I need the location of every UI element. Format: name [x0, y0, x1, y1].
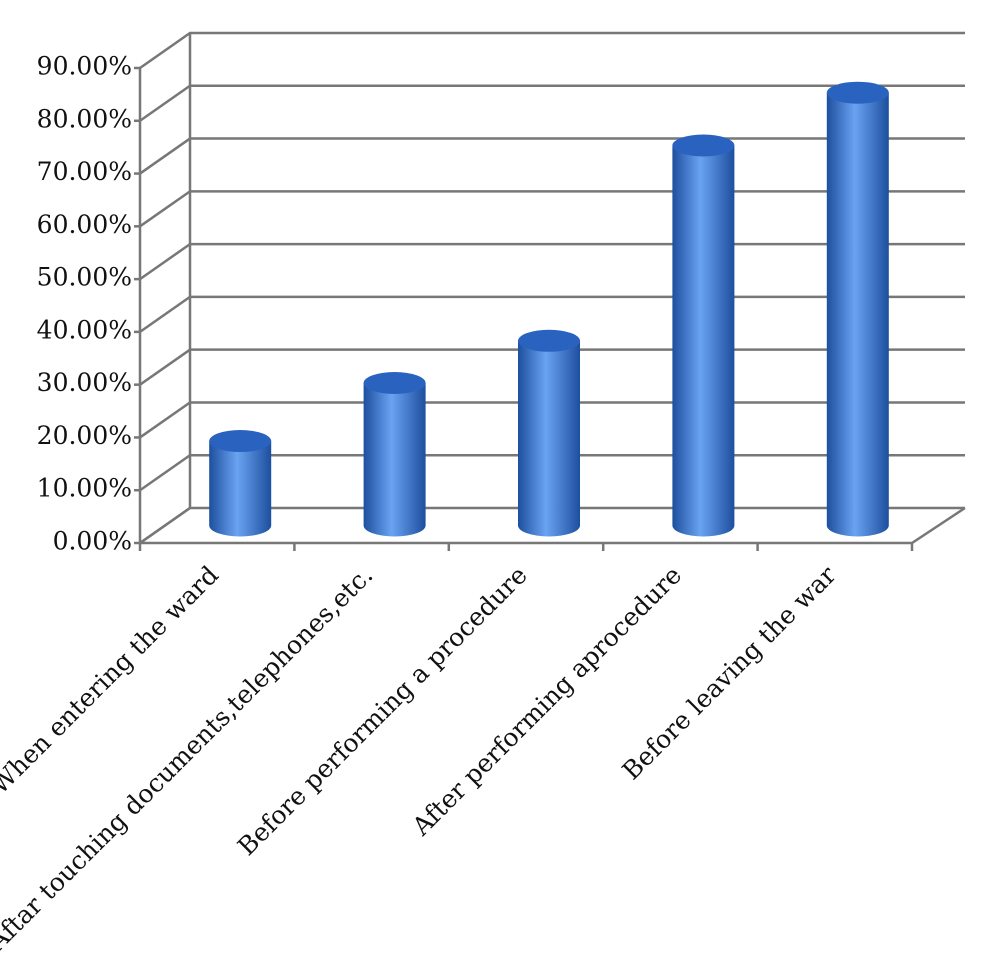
bar-top	[209, 430, 272, 453]
y-tick-label: 50.00%	[37, 263, 132, 292]
y-tick-label: 0.00%	[53, 527, 132, 556]
grid-line	[139, 31, 965, 70]
y-tick-label: 10.00%	[37, 474, 132, 503]
y-tick-label: 80.00%	[37, 104, 132, 133]
y-tick-label: 30.00%	[37, 368, 132, 397]
grid-line	[139, 84, 965, 122]
bar-body	[518, 340, 580, 537]
y-tick-label: 90.00%	[37, 52, 132, 81]
y-tick-label: 20.00%	[37, 421, 132, 450]
bar-top	[826, 81, 889, 104]
bar-body	[672, 145, 735, 537]
bar-top	[363, 372, 426, 394]
bar	[518, 329, 580, 537]
bar	[826, 81, 889, 537]
y-tick-label: 40.00%	[37, 315, 132, 344]
x-tick-label: Before performing a procedure	[232, 560, 533, 861]
bar	[672, 134, 735, 537]
bar	[363, 372, 426, 537]
y-tick-label: 70.00%	[37, 157, 132, 186]
bar-body	[363, 383, 426, 537]
bar-body	[826, 92, 889, 537]
bar-top	[672, 134, 735, 157]
x-tick-label: After performing aprocedure	[406, 560, 687, 841]
bar-top	[518, 329, 580, 352]
bar-body	[209, 441, 272, 537]
y-tick-label: 60.00%	[37, 210, 132, 239]
bar	[209, 430, 272, 537]
